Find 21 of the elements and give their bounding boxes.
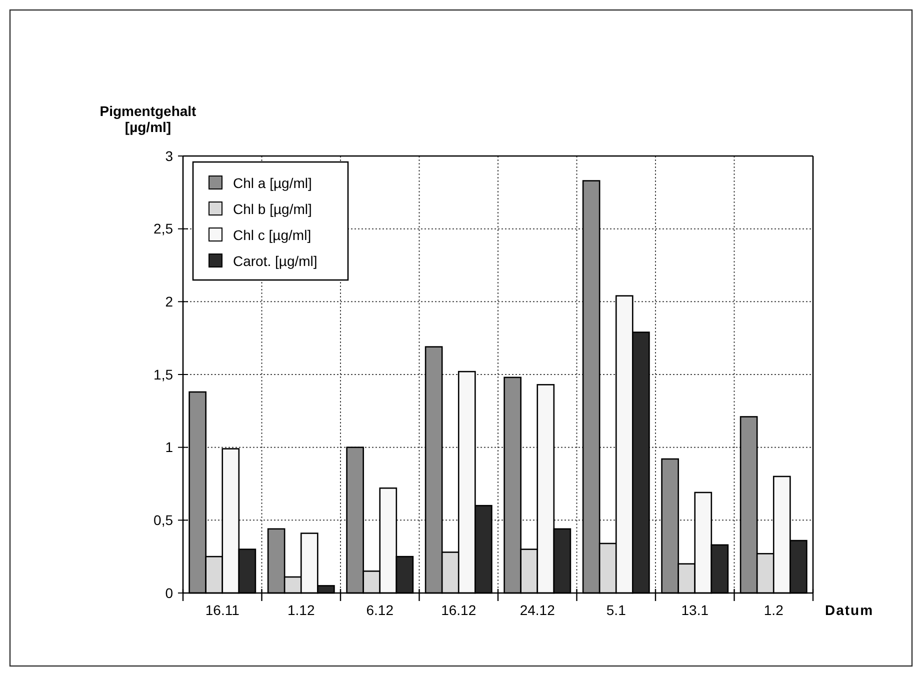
x-tick-label: 1.12: [288, 602, 315, 618]
x-tick-label: 5.1: [606, 602, 626, 618]
y-tick-label: 2,5: [154, 220, 174, 237]
legend-label: Chl c [µg/ml]: [233, 226, 312, 243]
y-tick-label: 2: [165, 294, 174, 310]
y-tick-label: 0,5: [154, 512, 174, 528]
legend-label: Chl b [µg/ml]: [233, 200, 312, 217]
legend-label: Chl a [µg/ml]: [233, 174, 312, 191]
y-tick-label: 0: [165, 584, 174, 601]
x-tick-label: 16.12: [441, 602, 476, 618]
x-axis-title: Datum: [825, 602, 874, 618]
y-tick-label: 1,5: [154, 366, 174, 382]
y-axis-title: Pigmentgehalt [µg/ml]: [100, 103, 197, 135]
x-tick-label: 13.1: [681, 602, 709, 618]
x-tick-label: 1.2: [764, 602, 784, 618]
y-tick-label: 3: [165, 148, 174, 164]
y-tick-label: 1: [165, 439, 174, 456]
x-tick-label: 24.12: [520, 602, 556, 618]
x-tick-label: 16.11: [205, 602, 240, 618]
x-tick-label: 6.12: [366, 602, 394, 618]
legend-label: Carot. [µg/ml]: [233, 252, 318, 269]
